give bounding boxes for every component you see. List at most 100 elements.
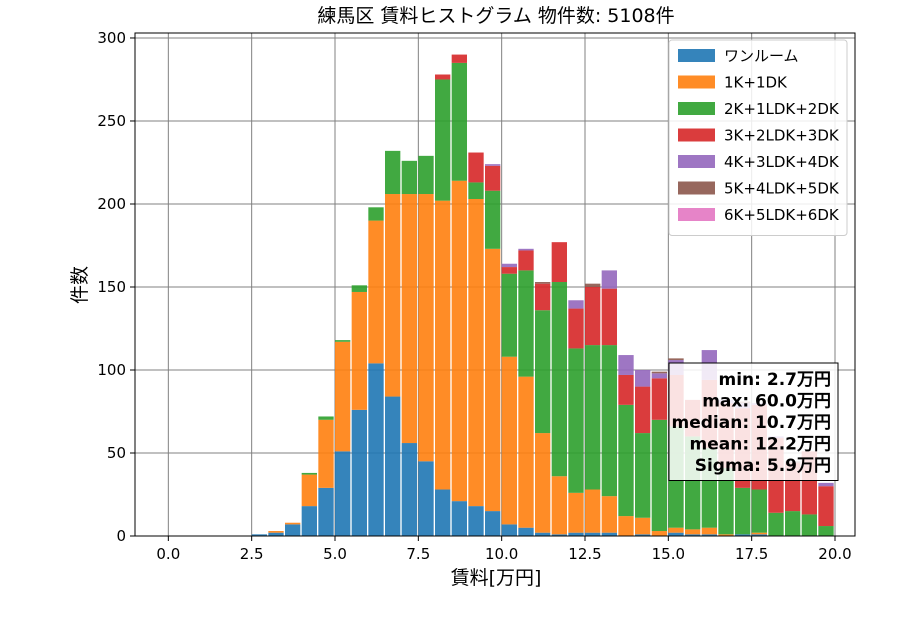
- bar-segment: [551, 534, 567, 536]
- bar-segment: [401, 443, 417, 536]
- bar-segment: [735, 487, 751, 535]
- bar-segment: [635, 534, 651, 536]
- bar-segment: [651, 373, 667, 379]
- bar-segment: [635, 517, 651, 535]
- bar-segment: [285, 522, 301, 525]
- bar-segment: [468, 506, 484, 536]
- bar-segment: [568, 300, 584, 309]
- bar-segment: [535, 282, 551, 284]
- stats-line: max: 60.0万円: [702, 392, 831, 412]
- bar-segment: [701, 534, 717, 536]
- bar-segment: [485, 164, 501, 166]
- bar-segment: [768, 512, 784, 536]
- bar-segment: [618, 516, 634, 536]
- bar-segment: [451, 62, 467, 181]
- bar-segment: [651, 531, 667, 536]
- bar-segment: [335, 451, 351, 536]
- bar-segment: [251, 534, 267, 536]
- y-axis-title: 件数: [69, 266, 91, 304]
- bar-segment: [618, 404, 634, 517]
- bar-segment: [318, 487, 334, 536]
- bar-segment: [585, 283, 601, 287]
- y-tick-label: 0: [116, 527, 126, 545]
- bar-segment: [351, 291, 367, 410]
- bar-segment: [501, 524, 517, 536]
- bar-segment: [651, 419, 667, 532]
- x-tick-label: 17.5: [735, 545, 768, 563]
- plot-frame: [134, 32, 856, 537]
- bar-segment: [818, 482, 834, 487]
- bar-segment: [435, 200, 451, 490]
- legend-label: 2K+1LDK+2DK: [724, 100, 840, 118]
- legend-swatch: [678, 75, 715, 89]
- bar-segment: [718, 467, 734, 535]
- bar-segment: [735, 534, 751, 536]
- legend: ワンルーム 1K+1DK 2K+1LDK+2DK 3K+2LDK+3DK 4K+3LDK…: [668, 39, 848, 236]
- bar-segment: [285, 524, 301, 536]
- x-tick-label: 0.0: [156, 545, 180, 563]
- bar-segment: [385, 194, 401, 397]
- y-tick-label: 100: [97, 361, 126, 379]
- legend-label: 1K+1DK: [724, 74, 788, 92]
- bar-segment: [385, 150, 401, 195]
- bar-segment: [268, 531, 284, 533]
- bar-segment: [685, 529, 701, 535]
- bar-segment: [535, 433, 551, 533]
- legend-label: 5K+4LDK+5DK: [724, 180, 840, 198]
- bar-segment: [418, 194, 434, 462]
- x-tick-label: 7.5: [406, 545, 430, 563]
- legend-swatch: [678, 181, 715, 195]
- x-tick-label: 2.5: [240, 545, 264, 563]
- x-tick-label: 12.5: [568, 545, 601, 563]
- bar-segment: [501, 273, 517, 357]
- bar-segment: [568, 348, 584, 493]
- bar-segment: [518, 376, 534, 528]
- bar-segment: [635, 433, 651, 518]
- legend-label: 4K+3LDK+4DK: [724, 153, 840, 171]
- bar-segment: [635, 386, 651, 434]
- bar-segment: [668, 358, 684, 361]
- bar-segment: [751, 532, 767, 535]
- bar-segment: [585, 286, 601, 346]
- bar-segment: [601, 288, 617, 346]
- legend-swatch: [678, 208, 715, 221]
- bar-segment: [501, 267, 517, 274]
- bar-segment: [368, 207, 384, 221]
- legend-label: 3K+2LDK+3DK: [724, 127, 840, 145]
- bar-segment: [668, 527, 684, 533]
- x-tick-label: 15.0: [652, 545, 685, 563]
- stats-line: min: 2.7万円: [719, 370, 831, 390]
- bar-segment: [585, 532, 601, 536]
- bar-segment: [618, 355, 634, 375]
- bar-segment: [535, 283, 551, 311]
- bar-segment: [485, 248, 501, 512]
- bar-segment: [318, 416, 334, 420]
- stats-line: Sigma: 5.9万円: [695, 456, 831, 476]
- bar-segment: [785, 511, 801, 536]
- bar-segment: [535, 532, 551, 536]
- bar-segment: [368, 363, 384, 536]
- bar-segment: [485, 165, 501, 191]
- bar-segment: [618, 374, 634, 405]
- bar-segment: [751, 534, 767, 536]
- legend-swatch: [678, 128, 715, 142]
- bar-segment: [468, 182, 484, 200]
- bar-segment: [551, 242, 567, 283]
- bar-segment: [301, 474, 317, 507]
- stats-line: mean: 12.2万円: [690, 435, 831, 455]
- bar-segment: [718, 534, 734, 536]
- bar-segment: [301, 506, 317, 536]
- legend-label: ワンルーム: [724, 47, 799, 65]
- bar-segment: [318, 419, 334, 488]
- bar-segment: [601, 532, 617, 536]
- stats-line: median: 10.7万円: [672, 413, 831, 433]
- y-tick-label: 50: [107, 444, 126, 462]
- x-tick-label: 20.0: [818, 545, 851, 563]
- bar-segment: [518, 248, 534, 251]
- bar-segment: [268, 532, 284, 536]
- bar-segment: [485, 511, 501, 536]
- bar-segment: [468, 199, 484, 507]
- bar-segment: [585, 489, 601, 533]
- y-tick-label: 250: [97, 112, 126, 130]
